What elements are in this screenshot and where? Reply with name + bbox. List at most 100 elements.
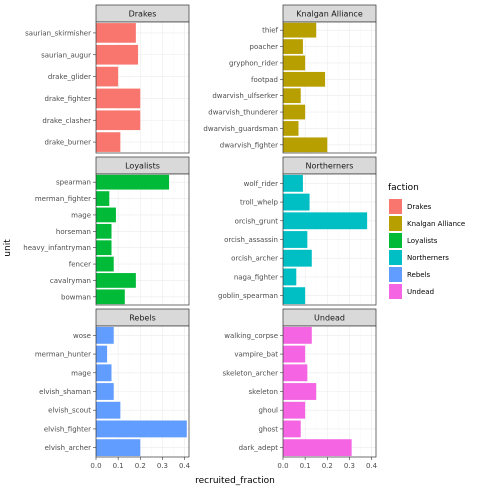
- legend-key-loyalists: [389, 233, 402, 248]
- x-tick-label: 0.4: [366, 462, 378, 470]
- y-tick-label-wose: wose: [73, 332, 91, 340]
- y-tick-label-goblin-spearman: goblin_spearman: [218, 292, 278, 300]
- bar-undead-dark-adept: [283, 439, 352, 457]
- panel-northerners: Northerners wolf_rider troll_whelp orcish_g…: [218, 156, 377, 306]
- bar-drakes-drake-glider: [96, 66, 119, 87]
- legend-label-undead: Undead: [407, 288, 434, 296]
- bar-undead-skeleton-archer: [283, 364, 308, 382]
- bar-northerners-orcish-grunt: [283, 212, 368, 230]
- x-tick-label: 0.3: [157, 462, 168, 470]
- y-tick-label-cavalryman: cavalryman: [50, 277, 91, 285]
- panel-border-knalgan-alliance: [282, 21, 377, 154]
- legend-label-loyalists: Loyalists: [407, 237, 438, 245]
- x-axis-title: recruited_fraction: [195, 476, 275, 486]
- y-tick-label-footpad: footpad: [251, 76, 278, 84]
- bar-northerners-wolf-rider: [283, 174, 303, 192]
- bar-drakes-saurian-skirmisher: [96, 23, 136, 43]
- x-tick-label: 0.0: [277, 462, 288, 470]
- y-tick-label-troll-whelp: troll_whelp: [240, 199, 279, 207]
- legend: faction Drakes Knalgan Alliance Loyalists N…: [388, 183, 465, 299]
- y-tick-label-saurian-augur: saurian_augur: [41, 51, 91, 59]
- strip-title-undead: Undead: [314, 314, 345, 323]
- bar-undead-ghoul: [283, 401, 306, 419]
- y-tick-label-horseman: horseman: [56, 228, 91, 236]
- y-tick-label-drake-burner: drake_burner: [45, 139, 92, 147]
- y-tick-label-elvish-archer: elvish_archer: [45, 444, 92, 452]
- bar-northerners-troll-whelp: [283, 193, 310, 211]
- x-tick-label: 0.3: [344, 462, 355, 470]
- bar-loyalists-horseman: [96, 223, 112, 239]
- panel-border-loyalists: [95, 173, 190, 306]
- bar-rebels-elvish-fighter: [96, 420, 187, 438]
- y-tick-label-dwarvish-ulfserker: dwarvish_ulfserker: [212, 92, 278, 100]
- legend-key-undead: [389, 284, 402, 299]
- y-tick-label-dwarvish-fighter: dwarvish_fighter: [220, 141, 278, 149]
- legend-key-rebels: [389, 267, 402, 282]
- bar-undead-skeleton: [283, 383, 317, 400]
- x-tick-label: 0.0: [90, 462, 101, 470]
- y-tick-label-dwarvish-thunderer: dwarvish_thunderer: [208, 109, 278, 117]
- y-tick-label-elvish-fighter: elvish_fighter: [44, 425, 91, 433]
- y-tick-label-heavy-infantryman: heavy_infantryman: [23, 244, 91, 252]
- bar-northerners-orcish-archer: [283, 249, 312, 267]
- panel-knalgan-alliance: Knalgan Alliance thief poacher gryphon_ride…: [203, 4, 377, 154]
- bar-rebels-elvish-archer: [96, 439, 141, 457]
- y-tick-label-saurian-skirmisher: saurian_skirmisher: [25, 29, 91, 37]
- bar-rebels-wose: [96, 326, 114, 344]
- bar-loyalists-fencer: [96, 256, 114, 272]
- y-tick-label-gryphon-rider: gryphon_rider: [229, 59, 278, 67]
- bar-knalgan-alliance-footpad: [283, 71, 326, 87]
- x-tick-label: 0.1: [300, 462, 311, 470]
- y-tick-label-orcish-archer: orcish_archer: [231, 255, 278, 263]
- y-tick-label-dwarvish-guardsman: dwarvish_guardsman: [203, 125, 278, 133]
- legend-key-drakes: [389, 199, 402, 214]
- bar-drakes-drake-fighter: [96, 88, 141, 109]
- y-axis-title: unit: [3, 239, 13, 257]
- bar-drakes-saurian-augur: [96, 44, 139, 65]
- y-tick-label-elvish-shaman: elvish_shaman: [39, 388, 91, 396]
- bar-knalgan-alliance-poacher: [283, 39, 303, 54]
- x-tick-label: 0.1: [113, 462, 124, 470]
- legend-key-northerners: [389, 250, 402, 265]
- panel-undead: Undead walking_corpse vampire_bat skeleton_…: [223, 308, 378, 470]
- legend-key-knalgan-alliance: [389, 216, 402, 231]
- bar-drakes-drake-clasher: [96, 110, 141, 131]
- bar-rebels-mage: [96, 364, 112, 382]
- bar-drakes-drake-burner: [96, 132, 121, 152]
- y-tick-label-skeleton-archer: skeleton_archer: [223, 369, 279, 377]
- bar-knalgan-alliance-dwarvish-thunderer: [283, 104, 306, 120]
- y-tick-label-walking-corpse: walking_corpse: [224, 332, 278, 340]
- y-tick-label-merman-hunter: merman_hunter: [35, 351, 91, 359]
- strip-title-northerners: Northerners: [306, 162, 354, 171]
- strip-title-loyalists: Loyalists: [125, 162, 160, 171]
- bar-rebels-merman-hunter: [96, 345, 108, 363]
- panel-border-drakes: [95, 21, 190, 154]
- y-tick-label-poacher: poacher: [250, 43, 279, 51]
- legend-label-northerners: Northerners: [407, 254, 449, 262]
- panel-drakes: Drakes saurian_skirmisher saurian_augurdra…: [25, 4, 190, 154]
- strip-title-rebels: Rebels: [129, 314, 156, 323]
- bar-knalgan-alliance-gryphon-rider: [283, 55, 306, 71]
- y-tick-label-mage: mage: [71, 211, 91, 219]
- facet-panels: Drakes saurian_skirmisher saurian_augurdra…: [23, 4, 378, 470]
- bar-northerners-naga-fighter: [283, 268, 297, 286]
- y-tick-label-orcish-grunt: orcish_grunt: [235, 217, 279, 225]
- y-tick-label-ghost: ghost: [258, 425, 278, 433]
- y-tick-label-dark-adept: dark_adept: [239, 444, 279, 452]
- x-tick-label: 0.2: [322, 462, 333, 470]
- bar-rebels-elvish-shaman: [96, 383, 114, 400]
- bar-loyalists-mage: [96, 207, 116, 223]
- legend-label-rebels: Rebels: [407, 271, 431, 279]
- y-tick-label-ghoul: ghoul: [258, 407, 278, 415]
- bar-northerners-orcish-assassin: [283, 231, 308, 248]
- bar-rebels-elvish-scout: [96, 401, 121, 419]
- bar-loyalists-heavy-infantryman: [96, 240, 112, 256]
- legend-label-knalgan-alliance: Knalgan Alliance: [407, 220, 465, 228]
- y-tick-label-skeleton: skeleton: [249, 388, 278, 396]
- y-tick-label-elvish-scout: elvish_scout: [48, 407, 91, 415]
- strip-title-drakes: Drakes: [129, 10, 157, 19]
- y-tick-label-drake-fighter: drake_fighter: [45, 95, 92, 103]
- bar-northerners-goblin-spearman: [283, 287, 306, 305]
- strip-title-knalgan-alliance: Knalgan Alliance: [296, 10, 363, 19]
